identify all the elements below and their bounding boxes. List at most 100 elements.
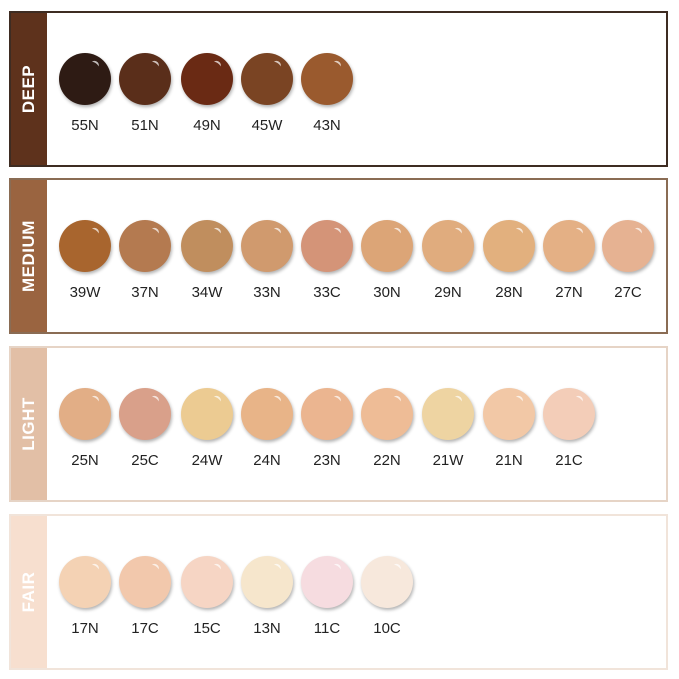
shade-swatch: 27N (539, 220, 599, 301)
shade-dot (119, 220, 171, 272)
group-label-bar: LIGHT (11, 348, 47, 500)
shade-code: 30N (373, 284, 401, 301)
shade-swatch: 49N (177, 53, 237, 134)
shade-dot (543, 388, 595, 440)
shade-code: 28N (495, 284, 523, 301)
shade-swatch: 28N (479, 220, 539, 301)
shade-swatch: 17C (115, 556, 175, 637)
shade-code: 51N (131, 117, 159, 134)
shade-dot (422, 388, 474, 440)
shade-dot (181, 556, 233, 608)
shade-dot (241, 220, 293, 272)
shade-code: 17C (131, 620, 159, 637)
shade-code: 34W (191, 284, 223, 301)
shade-code: 25C (131, 452, 159, 469)
shade-dot (181, 220, 233, 272)
shade-swatch: 21C (539, 388, 599, 469)
shade-swatch: 25C (115, 388, 175, 469)
shade-swatch: 51N (115, 53, 175, 134)
shade-swatch: 39W (55, 220, 115, 301)
shade-dot (483, 388, 535, 440)
group-label: DEEP (19, 64, 38, 114)
shade-code: 33C (313, 284, 341, 301)
shade-code: 21C (555, 452, 583, 469)
shade-code: 23N (313, 452, 341, 469)
shade-code: 22N (373, 452, 401, 469)
shade-code: 39W (69, 284, 101, 301)
shade-dot (59, 220, 111, 272)
shade-dot (119, 388, 171, 440)
shade-code: 11C (313, 620, 341, 637)
shade-swatch: 45W (237, 53, 297, 134)
shade-code: 24W (191, 452, 223, 469)
group-label-bar: FAIR (11, 516, 47, 668)
shade-code: 15C (193, 620, 221, 637)
shade-swatch: 55N (55, 53, 115, 134)
shade-dot (543, 220, 595, 272)
group-label-bar: DEEP (11, 13, 47, 165)
shade-dot (119, 53, 171, 105)
shade-swatch: 33N (237, 220, 297, 301)
shade-group-fair: FAIR 17N 17C 15C 13N 11C 10C (9, 514, 668, 670)
shade-code: 45W (251, 117, 283, 134)
shade-swatch: 13N (237, 556, 297, 637)
shade-dot (602, 220, 654, 272)
shade-group-deep: DEEP 55N 51N 49N 45W 43N (9, 11, 668, 167)
shade-dot (241, 53, 293, 105)
shade-dot (422, 220, 474, 272)
shade-swatch: 22N (357, 388, 417, 469)
shade-code: 25N (71, 452, 99, 469)
shade-dot (361, 220, 413, 272)
group-label: LIGHT (19, 397, 38, 451)
shade-dot (181, 53, 233, 105)
shade-dot (361, 388, 413, 440)
shade-swatch: 33C (297, 220, 357, 301)
shade-code: 17N (71, 620, 99, 637)
shade-swatch: 34W (177, 220, 237, 301)
shade-swatch: 24W (177, 388, 237, 469)
shade-swatch: 43N (297, 53, 357, 134)
shade-code: 29N (434, 284, 462, 301)
shade-group-light: LIGHT 25N 25C 24W 24N 23N 22N 21W 21N 21C (9, 346, 668, 502)
shade-code: 27C (614, 284, 642, 301)
shade-swatch: 10C (357, 556, 417, 637)
shade-swatch: 29N (418, 220, 478, 301)
shade-swatch: 21N (479, 388, 539, 469)
shade-dot (241, 388, 293, 440)
shade-swatch: 27C (598, 220, 658, 301)
shade-code: 10C (373, 620, 401, 637)
shade-dot (361, 556, 413, 608)
shade-dot (301, 220, 353, 272)
shade-dot (301, 388, 353, 440)
shade-dot (301, 53, 353, 105)
shade-dot (301, 556, 353, 608)
shade-swatch: 15C (177, 556, 237, 637)
shade-swatch: 11C (297, 556, 357, 637)
shade-dot (483, 220, 535, 272)
shade-swatch: 21W (418, 388, 478, 469)
shade-code: 33N (253, 284, 281, 301)
shade-code: 21N (495, 452, 523, 469)
shade-code: 13N (253, 620, 281, 637)
shade-code: 37N (131, 284, 159, 301)
shade-code: 49N (193, 117, 221, 134)
shade-group-medium: MEDIUM 39W 37N 34W 33N 33C 30N 29N 28N 27N 27C (9, 178, 668, 334)
shade-dot (241, 556, 293, 608)
shade-dot (119, 556, 171, 608)
shade-code: 27N (555, 284, 583, 301)
group-label: FAIR (19, 571, 38, 613)
group-label-bar: MEDIUM (11, 180, 47, 332)
shade-swatch: 23N (297, 388, 357, 469)
shade-code: 55N (71, 117, 99, 134)
shade-dot (181, 388, 233, 440)
shade-swatch: 24N (237, 388, 297, 469)
group-label: MEDIUM (19, 220, 38, 292)
shade-swatch: 37N (115, 220, 175, 301)
shade-code: 24N (253, 452, 281, 469)
shade-dot (59, 556, 111, 608)
shade-code: 21W (432, 452, 464, 469)
shade-code: 43N (313, 117, 341, 134)
shade-swatch: 30N (357, 220, 417, 301)
shade-swatch: 25N (55, 388, 115, 469)
shade-swatch: 17N (55, 556, 115, 637)
